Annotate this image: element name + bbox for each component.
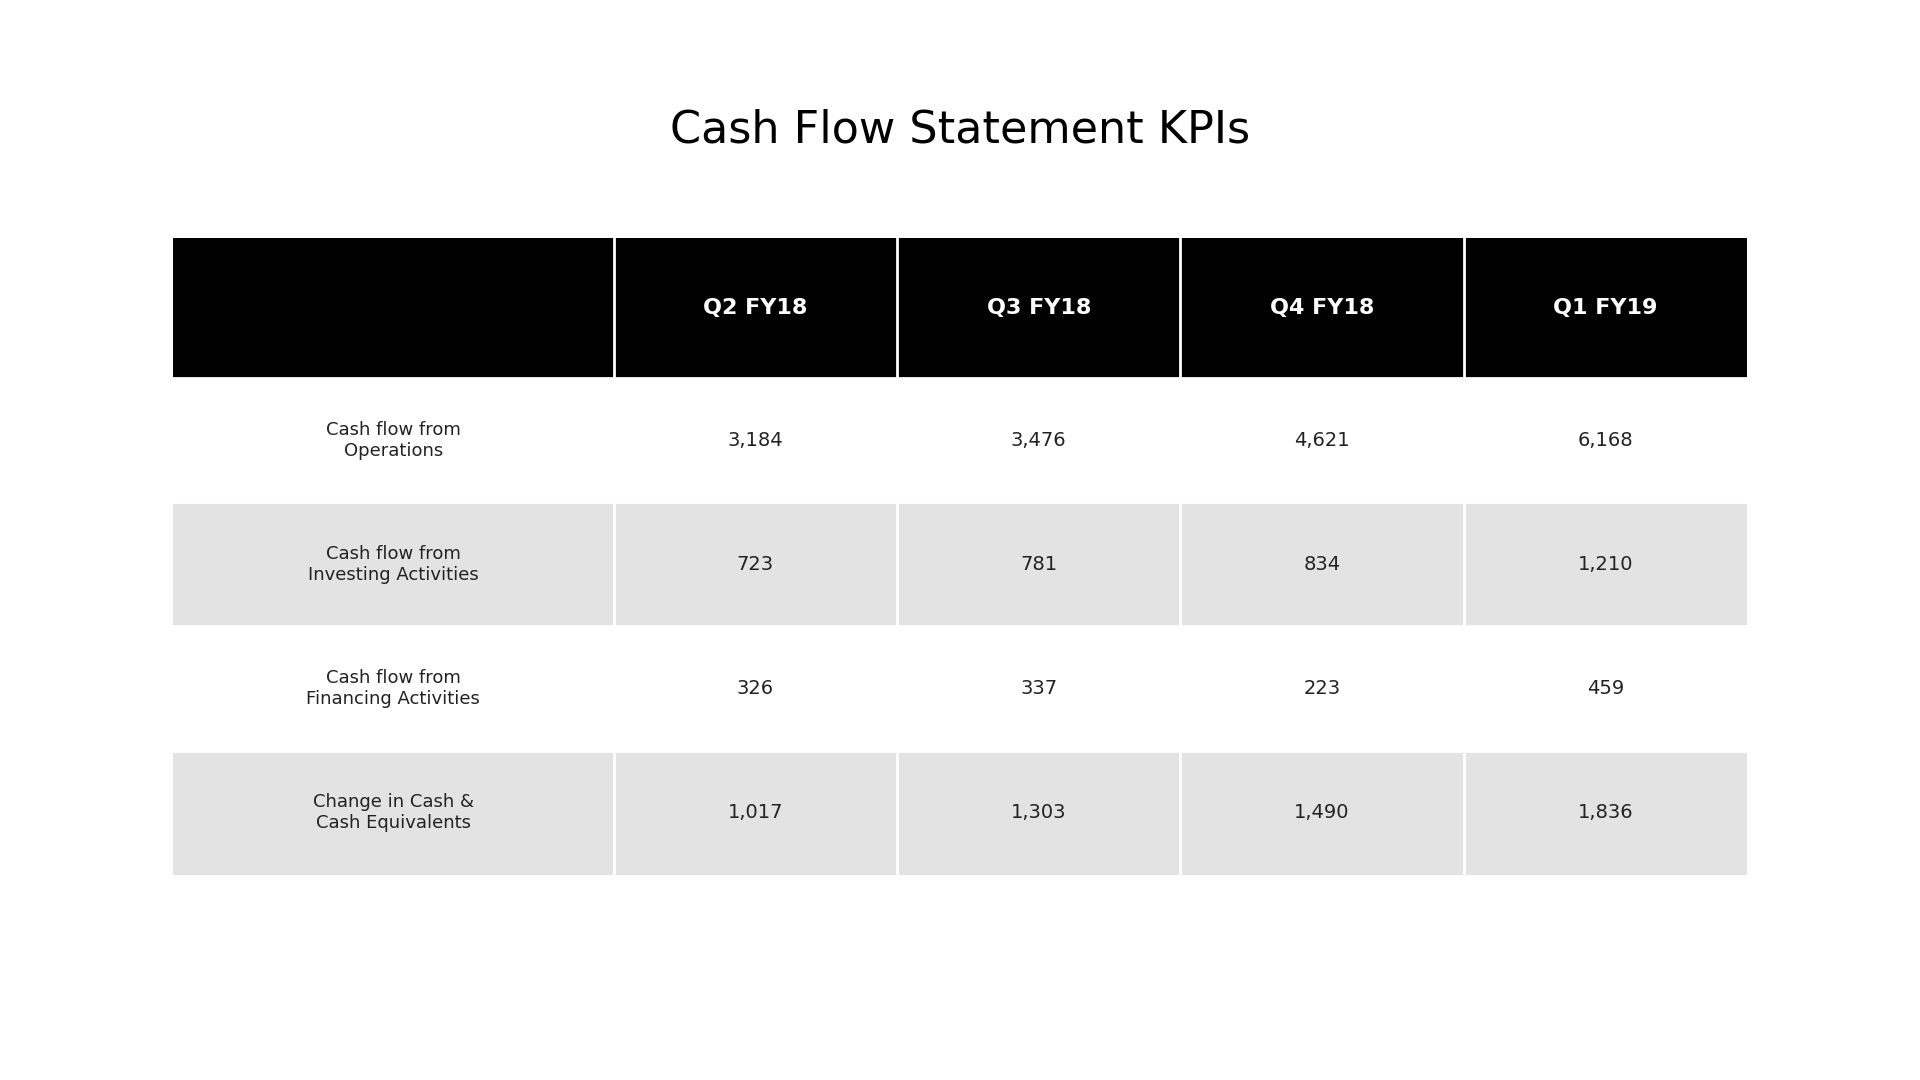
Text: Q2 FY18: Q2 FY18 xyxy=(703,298,808,318)
Text: Q4 FY18: Q4 FY18 xyxy=(1269,298,1375,318)
Text: 781: 781 xyxy=(1020,555,1058,573)
Text: Q1 FY19: Q1 FY19 xyxy=(1553,298,1657,318)
Text: 337: 337 xyxy=(1020,679,1058,698)
Text: 459: 459 xyxy=(1586,679,1624,698)
Text: 1,303: 1,303 xyxy=(1012,804,1066,822)
Text: Cash Flow Statement KPIs: Cash Flow Statement KPIs xyxy=(670,108,1250,151)
Text: 3,476: 3,476 xyxy=(1012,431,1066,449)
Text: 1,210: 1,210 xyxy=(1578,555,1634,573)
Text: 4,621: 4,621 xyxy=(1294,431,1350,449)
Text: 723: 723 xyxy=(737,555,774,573)
Text: 1,017: 1,017 xyxy=(728,804,783,822)
Text: Change in Cash &
Cash Equivalents: Change in Cash & Cash Equivalents xyxy=(313,794,474,832)
Text: Q3 FY18: Q3 FY18 xyxy=(987,298,1091,318)
Text: 1,490: 1,490 xyxy=(1294,804,1350,822)
Text: 223: 223 xyxy=(1304,679,1340,698)
Text: Cash flow from
Operations: Cash flow from Operations xyxy=(326,421,461,459)
Text: 3,184: 3,184 xyxy=(728,431,783,449)
Text: 6,168: 6,168 xyxy=(1578,431,1634,449)
Text: 1,836: 1,836 xyxy=(1578,804,1634,822)
Text: 326: 326 xyxy=(737,679,774,698)
Text: 834: 834 xyxy=(1304,555,1340,573)
Text: Cash flow from
Financing Activities: Cash flow from Financing Activities xyxy=(307,670,480,707)
Text: Cash flow from
Investing Activities: Cash flow from Investing Activities xyxy=(307,545,478,583)
